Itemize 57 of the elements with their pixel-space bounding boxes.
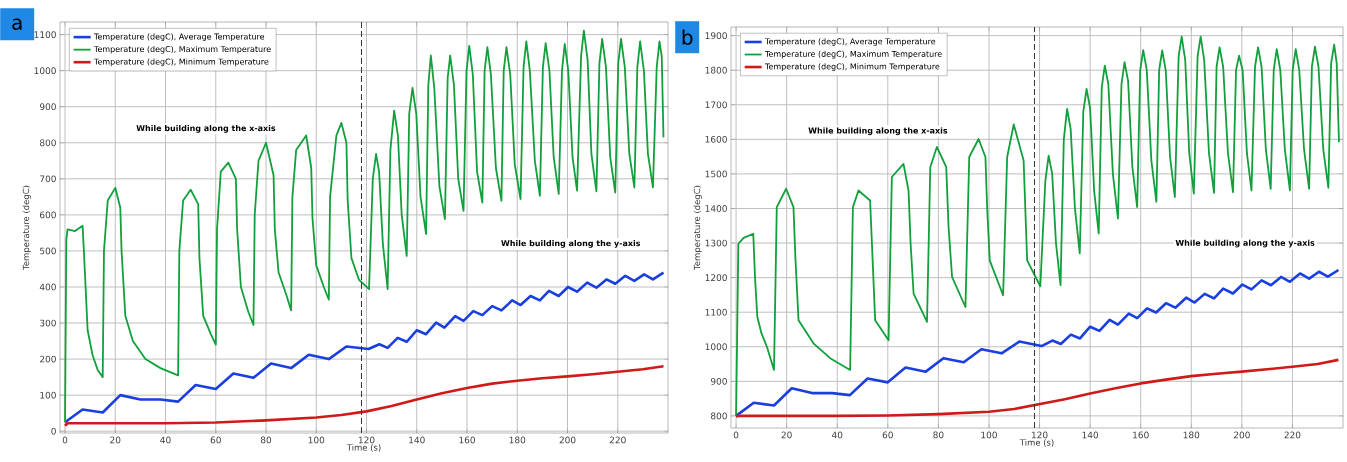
y-tick-label: 1100 [705,308,727,316]
x-tick-label: 0 [62,436,68,444]
y-tick-label: 1500 [705,170,727,178]
x-tick-label: 60 [210,436,221,444]
y-tick-label: 700 [40,175,56,183]
x-tick-label: 160 [1133,431,1149,439]
y-tick-label: 800 [39,139,56,147]
x-tick-label: 60 [882,431,893,439]
x-tick-label: 120 [358,436,375,444]
y-tick-label: 900 [710,377,727,385]
y-tick-label: 1000 [705,343,727,351]
y-tick-label: 600 [39,211,56,219]
y-tick-label: 1200 [705,274,727,282]
y-tick-label: 300 [40,319,56,327]
y-tick-label: 200 [40,355,56,363]
y-tick-label: 400 [39,283,56,291]
y-tick-label: 1100 [34,31,56,38]
y-tick-label: 900 [39,103,56,111]
line-series [734,268,1340,418]
x-tick-label: 220 [609,436,626,444]
x-tick-label: 80 [933,431,944,439]
y-tick-label: 1600 [705,135,727,143]
x-tick-label: 200 [1233,431,1250,439]
y-tick-label: 100 [40,391,56,399]
x-tick-label: 180 [1183,431,1200,439]
x-tick-label: 160 [459,436,475,444]
y-tick-label: 1400 [705,205,727,212]
x-tick-label: 20 [781,431,792,439]
x-tick-label: 40 [160,436,171,444]
y-tick-label: 500 [40,247,56,255]
x-tick-label: 220 [1284,431,1301,439]
y-tick-label: 1900 [705,32,727,40]
chart-title: b [682,29,693,45]
x-axis-title: Time (s) [346,444,381,452]
x-tick-label: 40 [831,431,843,439]
x-tick-label: 100 [308,436,325,444]
x-tick-label: 200 [559,436,576,444]
chart-title: a [12,18,22,30]
y-tick-label: 1800 [705,66,727,74]
line-series [63,271,665,424]
y-axis-title: Temperature (degC) [693,185,702,270]
line-series [64,29,665,424]
y-tick-label: 1700 [705,101,727,109]
line-series [735,35,1340,417]
x-tick-label: 80 [260,436,272,444]
x-tick-label: 140 [1082,431,1099,439]
x-tick-label: 100 [981,431,997,439]
x-tick-label: 0 [733,431,739,439]
x-axis-title: Time (s) [1019,439,1054,447]
x-tick-label: 140 [409,436,425,444]
y-tick-label: 800 [710,412,727,420]
x-tick-label: 120 [1031,431,1048,439]
y-tick-label: 1300 [705,239,727,247]
x-tick-label: 180 [509,436,526,444]
x-tick-label: 20 [110,436,121,444]
y-axis-title: Temperature (degC) [22,185,31,270]
y-tick-label: 1000 [34,67,56,75]
